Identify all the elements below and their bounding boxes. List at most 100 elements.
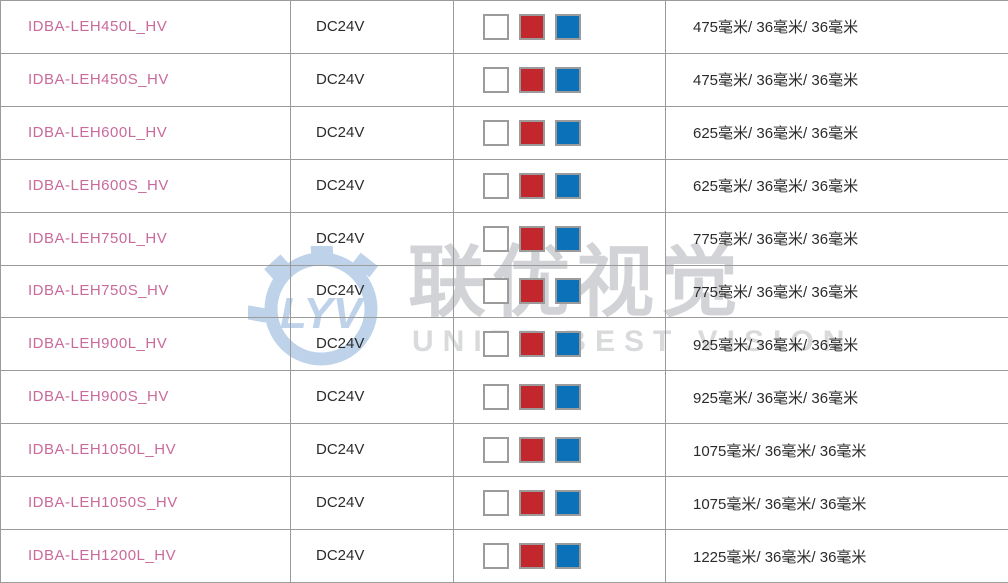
color-swatch-red — [519, 543, 545, 570]
model-cell: IDBA-LEH450S_HV — [0, 52, 291, 107]
voltage-value: DC24V — [316, 176, 365, 194]
color-swatch-red — [519, 172, 545, 199]
dimensions-value: 625毫米/ 36毫米/ 36毫米 — [693, 178, 859, 196]
color-options-cell — [453, 211, 666, 266]
color-options-cell — [453, 105, 666, 160]
product-model-link[interactable]: IDBA-LEH750S_HV — [28, 282, 169, 300]
voltage-cell: DC24V — [290, 370, 454, 425]
table-row: IDBA-LEH900S_HV DC24V 925毫米/ 36毫米/ 36毫米 — [0, 370, 1008, 425]
color-options-cell — [453, 0, 666, 54]
dimensions-cell: 925毫米/ 36毫米/ 36毫米 — [665, 317, 1008, 372]
color-swatch-group — [454, 543, 665, 570]
product-model-link[interactable]: IDBA-LEH1050L_HV — [28, 441, 177, 459]
color-options-cell — [453, 476, 666, 531]
voltage-value: DC24V — [316, 282, 365, 300]
color-swatch-white — [483, 490, 509, 517]
product-model-link[interactable]: IDBA-LEH450S_HV — [28, 70, 169, 88]
color-swatch-white — [483, 66, 509, 93]
table-row: IDBA-LEH1050L_HV DC24V 1075毫米/ 36毫米/ 36毫… — [0, 423, 1008, 478]
voltage-value: DC24V — [316, 70, 365, 88]
color-swatch-white — [483, 225, 509, 252]
dimensions-cell: 925毫米/ 36毫米/ 36毫米 — [665, 370, 1008, 425]
color-swatch-blue — [555, 543, 581, 570]
table-row: IDBA-LEH1200L_HV DC24V 1225毫米/ 36毫米/ 36毫… — [0, 529, 1008, 583]
color-options-cell — [453, 423, 666, 478]
dimensions-value: 625毫米/ 36毫米/ 36毫米 — [693, 125, 859, 143]
dimensions-value: 925毫米/ 36毫米/ 36毫米 — [693, 389, 859, 407]
model-cell: IDBA-LEH1200L_HV — [0, 529, 291, 583]
dimensions-value: 925毫米/ 36毫米/ 36毫米 — [693, 336, 859, 354]
dimensions-value: 1075毫米/ 36毫米/ 36毫米 — [693, 495, 867, 513]
color-swatch-red — [519, 384, 545, 411]
table-row: IDBA-LEH450L_HV DC24V 475毫米/ 36毫米/ 36毫米 — [0, 0, 1008, 54]
product-model-link[interactable]: IDBA-LEH600L_HV — [28, 123, 168, 141]
color-swatch-red — [519, 13, 545, 40]
voltage-cell: DC24V — [290, 423, 454, 478]
table-row: IDBA-LEH750L_HV DC24V 775毫米/ 36毫米/ 36毫米 — [0, 211, 1008, 266]
product-model-link[interactable]: IDBA-LEH900L_HV — [28, 335, 168, 353]
model-cell: IDBA-LEH1050L_HV — [0, 423, 291, 478]
model-cell: IDBA-LEH450L_HV — [0, 0, 291, 54]
model-cell: IDBA-LEH900S_HV — [0, 370, 291, 425]
voltage-cell: DC24V — [290, 317, 454, 372]
voltage-cell: DC24V — [290, 105, 454, 160]
color-swatch-group — [454, 66, 665, 93]
product-model-link[interactable]: IDBA-LEH600S_HV — [28, 176, 169, 194]
color-swatch-white — [483, 384, 509, 411]
color-swatch-group — [454, 172, 665, 199]
color-options-cell — [453, 370, 666, 425]
product-model-link[interactable]: IDBA-LEH450L_HV — [28, 17, 168, 35]
model-cell: IDBA-LEH600L_HV — [0, 105, 291, 160]
voltage-value: DC24V — [316, 229, 365, 247]
dimensions-cell: 1075毫米/ 36毫米/ 36毫米 — [665, 423, 1008, 478]
model-cell: IDBA-LEH900L_HV — [0, 317, 291, 372]
dimensions-value: 475毫米/ 36毫米/ 36毫米 — [693, 19, 859, 37]
color-swatch-white — [483, 119, 509, 146]
table-row: IDBA-LEH1050S_HV DC24V 1075毫米/ 36毫米/ 36毫… — [0, 476, 1008, 531]
color-swatch-white — [483, 13, 509, 40]
color-swatch-blue — [555, 331, 581, 358]
voltage-value: DC24V — [316, 123, 365, 141]
voltage-value: DC24V — [316, 335, 365, 353]
voltage-value: DC24V — [316, 388, 365, 406]
dimensions-value: 775毫米/ 36毫米/ 36毫米 — [693, 231, 859, 249]
voltage-cell: DC24V — [290, 211, 454, 266]
voltage-cell: DC24V — [290, 476, 454, 531]
color-swatch-group — [454, 437, 665, 464]
color-options-cell — [453, 158, 666, 213]
color-swatch-group — [454, 278, 665, 305]
dimensions-cell: 1225毫米/ 36毫米/ 36毫米 — [665, 529, 1008, 583]
model-cell: IDBA-LEH1050S_HV — [0, 476, 291, 531]
voltage-value: DC24V — [316, 547, 365, 565]
color-swatch-white — [483, 278, 509, 305]
color-swatch-red — [519, 119, 545, 146]
color-swatch-white — [483, 172, 509, 199]
color-swatch-white — [483, 437, 509, 464]
product-model-link[interactable]: IDBA-LEH900S_HV — [28, 388, 169, 406]
dimensions-value: 475毫米/ 36毫米/ 36毫米 — [693, 72, 859, 90]
color-swatch-blue — [555, 384, 581, 411]
product-model-link[interactable]: IDBA-LEH750L_HV — [28, 229, 168, 247]
voltage-cell: DC24V — [290, 158, 454, 213]
voltage-value: DC24V — [316, 17, 365, 35]
color-swatch-group — [454, 490, 665, 517]
model-cell: IDBA-LEH750L_HV — [0, 211, 291, 266]
product-model-link[interactable]: IDBA-LEH1050S_HV — [28, 494, 178, 512]
table-row: IDBA-LEH600L_HV DC24V 625毫米/ 36毫米/ 36毫米 — [0, 105, 1008, 160]
color-swatch-white — [483, 543, 509, 570]
color-swatch-blue — [555, 278, 581, 305]
model-cell: IDBA-LEH600S_HV — [0, 158, 291, 213]
color-swatch-blue — [555, 490, 581, 517]
color-swatch-blue — [555, 172, 581, 199]
product-model-link[interactable]: IDBA-LEH1200L_HV — [28, 547, 177, 565]
color-options-cell — [453, 317, 666, 372]
color-options-cell — [453, 264, 666, 319]
table-row: IDBA-LEH600S_HV DC24V 625毫米/ 36毫米/ 36毫米 — [0, 158, 1008, 213]
color-swatch-blue — [555, 13, 581, 40]
color-swatch-group — [454, 119, 665, 146]
voltage-cell: DC24V — [290, 264, 454, 319]
color-swatch-group — [454, 331, 665, 358]
color-swatch-red — [519, 66, 545, 93]
